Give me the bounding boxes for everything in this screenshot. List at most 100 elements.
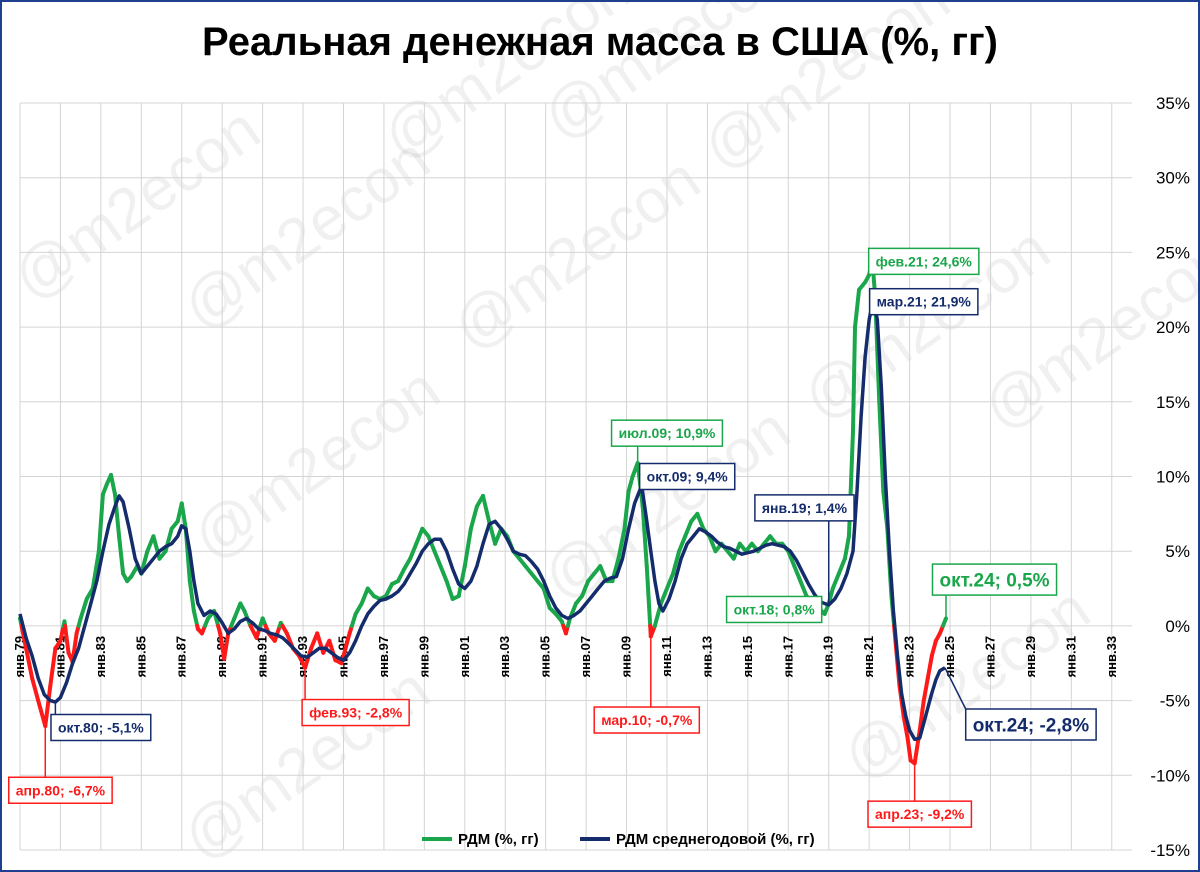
annotation-label: мар.10; -0,7% xyxy=(601,712,693,728)
legend-label-rdm: РДМ (%, гг) xyxy=(458,831,539,848)
y-tick-label: 30% xyxy=(1156,169,1190,188)
y-tick-label: 25% xyxy=(1156,243,1190,262)
series-rdm-segment xyxy=(84,586,95,602)
series-rdm-segment xyxy=(683,519,694,539)
series-rdm-segment xyxy=(30,676,41,703)
series-rdm-segment xyxy=(541,586,552,610)
annotation-label: окт.18; 0,8% xyxy=(734,602,816,618)
series-rdm-segment xyxy=(644,564,653,628)
series-rdm-segment xyxy=(853,287,862,330)
series-rdm-segment xyxy=(792,564,803,584)
series-rdm-segment xyxy=(677,534,688,554)
series-rdm-segment xyxy=(396,567,407,584)
x-tick-label: янв.03 xyxy=(497,636,512,678)
series-rdm-segment xyxy=(108,473,118,497)
annotation-box xyxy=(754,494,855,522)
y-tick-label: 35% xyxy=(1156,94,1190,113)
series-rdm-segment xyxy=(580,579,591,599)
y-tick-label: -5% xyxy=(1160,692,1190,711)
x-tick-label: янв.31 xyxy=(1063,636,1078,678)
y-tick-label: -10% xyxy=(1150,766,1190,785)
x-tick-label: янв.13 xyxy=(699,636,714,678)
y-tick-label: 0% xyxy=(1165,617,1190,636)
annotation-box xyxy=(593,706,701,734)
annotation-label: апр.80; -6,7% xyxy=(16,782,106,798)
x-tick-label: янв.07 xyxy=(578,636,593,678)
series-rdm-segment xyxy=(43,683,53,728)
annotation-label: мар.21; 21,9% xyxy=(877,294,972,310)
series-rdm-segment xyxy=(444,579,455,602)
series-rdm-segment xyxy=(480,493,492,524)
series-rdm-segment xyxy=(232,601,243,621)
series-rdm-segment xyxy=(493,526,504,546)
series-rdm-segment xyxy=(905,735,913,763)
annotation-label: июл.09; 10,9% xyxy=(619,425,716,441)
chart-title: Реальная денежная масса в США (%, гг) xyxy=(202,20,998,64)
series-rdm-segment xyxy=(414,526,425,546)
x-tick-label: янв.17 xyxy=(780,636,795,678)
x-tick-label: янв.91 xyxy=(255,636,270,678)
watermark-text: @m2econ xyxy=(830,574,1102,793)
annotation-box xyxy=(931,563,1058,596)
series-rdm-segment xyxy=(917,698,926,733)
annotation-box xyxy=(867,800,973,828)
series-rdm-segment xyxy=(626,474,635,494)
x-tick-label: янв.11 xyxy=(659,636,674,677)
series-rdm-segment xyxy=(786,549,797,569)
series-rdm-segment xyxy=(616,526,627,561)
series-rdm-segment xyxy=(191,608,200,628)
annotation-box xyxy=(638,462,736,491)
x-tick-label: янв.79 xyxy=(12,636,27,678)
series-rdm-segment xyxy=(940,616,948,628)
x-tick-label: янв.27 xyxy=(982,636,997,678)
series-rdm-segment xyxy=(353,601,364,616)
annotation-leader xyxy=(944,667,967,710)
series-rdm-segment xyxy=(432,549,443,569)
series-rdm-segment xyxy=(222,631,231,661)
series-rdm-segment xyxy=(63,623,71,655)
x-tick-label: янв.19 xyxy=(821,636,836,678)
annotation-box xyxy=(301,698,410,727)
series-rdm-segment xyxy=(402,556,413,572)
x-tick-label: янв.83 xyxy=(93,636,108,678)
x-tick-label: янв.97 xyxy=(376,636,391,678)
series-rdm-segment xyxy=(48,646,58,688)
series-rdm-segment xyxy=(359,586,370,606)
series-rdm-segment xyxy=(842,534,851,561)
annotation-label: янв.19; 1,4% xyxy=(762,500,848,516)
series-rdm-segment xyxy=(456,564,467,599)
series-rdm-segment xyxy=(58,623,66,643)
annotation-box xyxy=(7,776,113,804)
series-rdm-segment xyxy=(836,556,847,576)
annotation-label: окт.24; -2,8% xyxy=(973,715,1090,736)
y-tick-label: 15% xyxy=(1156,393,1190,412)
annotation-box xyxy=(725,595,823,624)
series-rdm-segment xyxy=(24,646,35,681)
x-tick-label: янв.33 xyxy=(1104,636,1119,678)
annotation-box xyxy=(964,708,1097,741)
watermark-text: @m2econ xyxy=(440,144,712,363)
series-rdm-segment xyxy=(438,564,449,584)
series-rdm-segment xyxy=(925,653,934,681)
series-rdm-segment xyxy=(408,541,419,561)
annotation-box xyxy=(867,247,980,276)
series-rdm-segment xyxy=(349,611,358,628)
annotation-box xyxy=(50,713,152,742)
series-rdm-segment xyxy=(187,579,196,613)
series-rdm-segment xyxy=(96,492,105,554)
y-tick-label: 10% xyxy=(1156,468,1190,487)
series-rdm-segment xyxy=(798,579,809,599)
series-rdm-segment xyxy=(658,586,669,606)
annotation-label: апр.23; -9,2% xyxy=(875,806,965,822)
series-rdm-segment xyxy=(462,526,473,569)
series-rdm-segment xyxy=(598,564,609,584)
x-tick-label: янв.15 xyxy=(740,636,755,678)
x-tick-label: янв.99 xyxy=(416,636,431,678)
annotation-label: окт.80; -5,1% xyxy=(58,720,144,736)
series-rdm-segment xyxy=(343,631,352,651)
watermark-text: @m2econ xyxy=(180,354,452,573)
x-tick-label: янв.01 xyxy=(457,636,472,678)
x-tick-label: янв.87 xyxy=(174,636,189,678)
